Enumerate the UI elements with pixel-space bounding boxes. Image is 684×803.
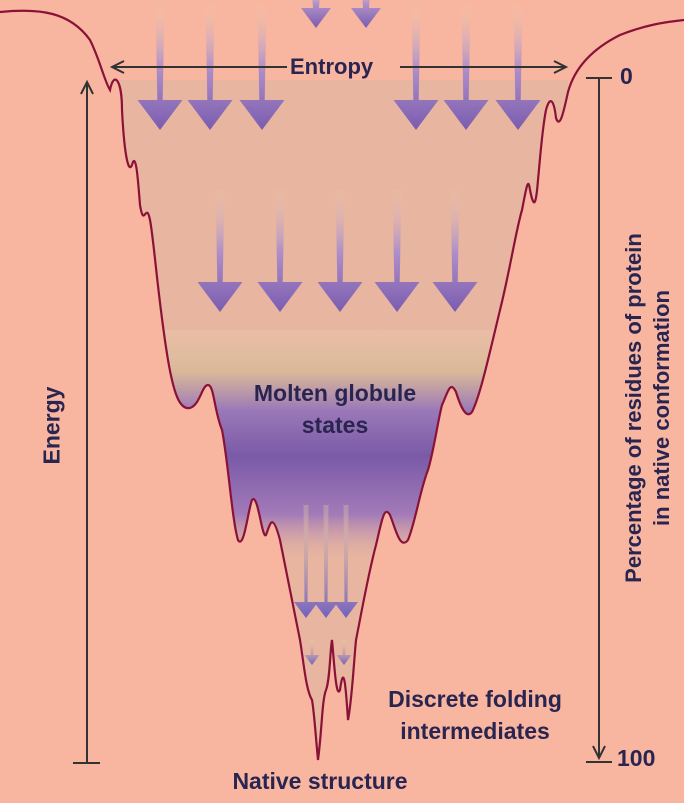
funnel-outline [0, 9, 684, 761]
molten-globule-label-line1: Molten globule [253, 380, 417, 406]
folding-arrow [257, 190, 303, 312]
folding-arrow-small [334, 505, 358, 618]
percentage-axis-label: Percentage of residues of protein in nat… [620, 168, 676, 648]
percentage-axis-label-line2: in native conformation [649, 290, 674, 526]
molten-globule-label: Molten globule states [220, 377, 450, 441]
folding-arrow [374, 190, 420, 312]
folding-arrow-small [314, 505, 338, 618]
folding-arrow-tiny [304, 640, 320, 665]
entropy-arrow [351, 0, 381, 28]
entropy-label: Entropy [290, 54, 374, 79]
middle-folding-arrows [197, 190, 478, 312]
tick-label-hundred: 100 [617, 745, 656, 771]
percentage-axis [586, 77, 612, 763]
percentage-axis-label-line1: Percentage of residues of protein [621, 233, 646, 583]
energy-axis-label: Energy [38, 386, 65, 465]
discrete-intermediates-label-line2: intermediates [400, 718, 550, 744]
discrete-intermediates-label: Discrete folding intermediates [355, 683, 595, 747]
folding-arrow [317, 190, 363, 312]
discrete-intermediates-label-line1: Discrete folding [388, 686, 562, 712]
folding-arrow-small [294, 505, 318, 618]
folding-arrow [432, 190, 478, 312]
native-structure-label: Native structure [232, 768, 408, 794]
molten-globule-band [150, 330, 530, 560]
entropy-arrow [301, 0, 331, 28]
small-folding-arrows [294, 505, 358, 665]
molten-globule-label-line2: states [301, 412, 369, 438]
folding-arrow-tiny [336, 640, 352, 665]
folding-arrow [197, 190, 243, 312]
entropy-double-arrow [109, 60, 569, 74]
tick-label-zero: 0 [620, 63, 633, 89]
energy-axis [73, 79, 100, 764]
